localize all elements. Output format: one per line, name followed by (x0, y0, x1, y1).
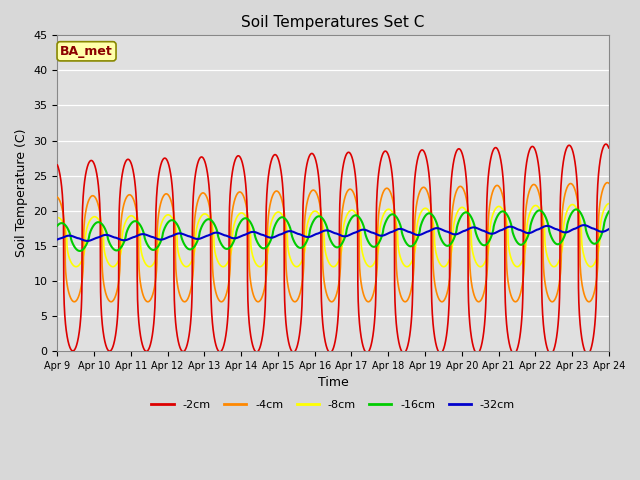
-2cm (584, 351, 591, 357)
-16cm (289, 236, 297, 242)
Line: -8cm: -8cm (58, 204, 609, 267)
Title: Soil Temperatures Set C: Soil Temperatures Set C (241, 15, 425, 30)
Line: -16cm: -16cm (58, 209, 609, 251)
-2cm (116, 188, 124, 193)
-32cm (54, 237, 61, 242)
-2cm (595, 176, 602, 182)
-8cm (116, 252, 124, 258)
-16cm (535, 207, 543, 213)
-4cm (116, 238, 124, 243)
-8cm (289, 261, 296, 267)
-16cm (265, 241, 273, 247)
-2cm (602, 141, 610, 147)
-4cm (149, 291, 157, 297)
-8cm (330, 264, 337, 270)
-32cm (605, 226, 612, 232)
-32cm (149, 234, 157, 240)
-32cm (580, 222, 588, 228)
-32cm (265, 235, 273, 240)
-32cm (116, 237, 124, 242)
-4cm (585, 299, 593, 305)
-16cm (149, 247, 157, 253)
-16cm (54, 223, 61, 228)
-2cm (149, 327, 157, 333)
-32cm (595, 228, 602, 234)
-16cm (76, 248, 84, 254)
-4cm (54, 194, 61, 200)
-8cm (605, 201, 612, 206)
-2cm (535, 163, 543, 168)
-4cm (289, 298, 296, 303)
Text: BA_met: BA_met (60, 45, 113, 58)
Legend: -2cm, -4cm, -8cm, -16cm, -32cm: -2cm, -4cm, -8cm, -16cm, -32cm (147, 396, 519, 415)
-8cm (535, 204, 543, 210)
-32cm (84, 238, 92, 244)
-4cm (535, 189, 543, 194)
X-axis label: Time: Time (317, 376, 349, 389)
Line: -4cm: -4cm (58, 182, 609, 302)
-8cm (265, 242, 273, 248)
-16cm (116, 245, 124, 251)
-4cm (595, 235, 602, 240)
Line: -32cm: -32cm (58, 225, 609, 241)
-16cm (572, 206, 580, 212)
-32cm (535, 227, 543, 232)
Line: -2cm: -2cm (58, 144, 609, 354)
-8cm (149, 262, 157, 267)
-32cm (289, 229, 297, 235)
-2cm (289, 349, 296, 355)
-2cm (605, 145, 612, 151)
-4cm (604, 180, 611, 185)
-8cm (54, 215, 61, 220)
-2cm (54, 162, 61, 168)
-16cm (605, 209, 612, 215)
-4cm (265, 209, 273, 215)
-16cm (595, 238, 602, 244)
-2cm (265, 170, 273, 176)
Y-axis label: Soil Temperature (C): Soil Temperature (C) (15, 129, 28, 257)
-8cm (595, 250, 602, 256)
-4cm (605, 180, 612, 186)
